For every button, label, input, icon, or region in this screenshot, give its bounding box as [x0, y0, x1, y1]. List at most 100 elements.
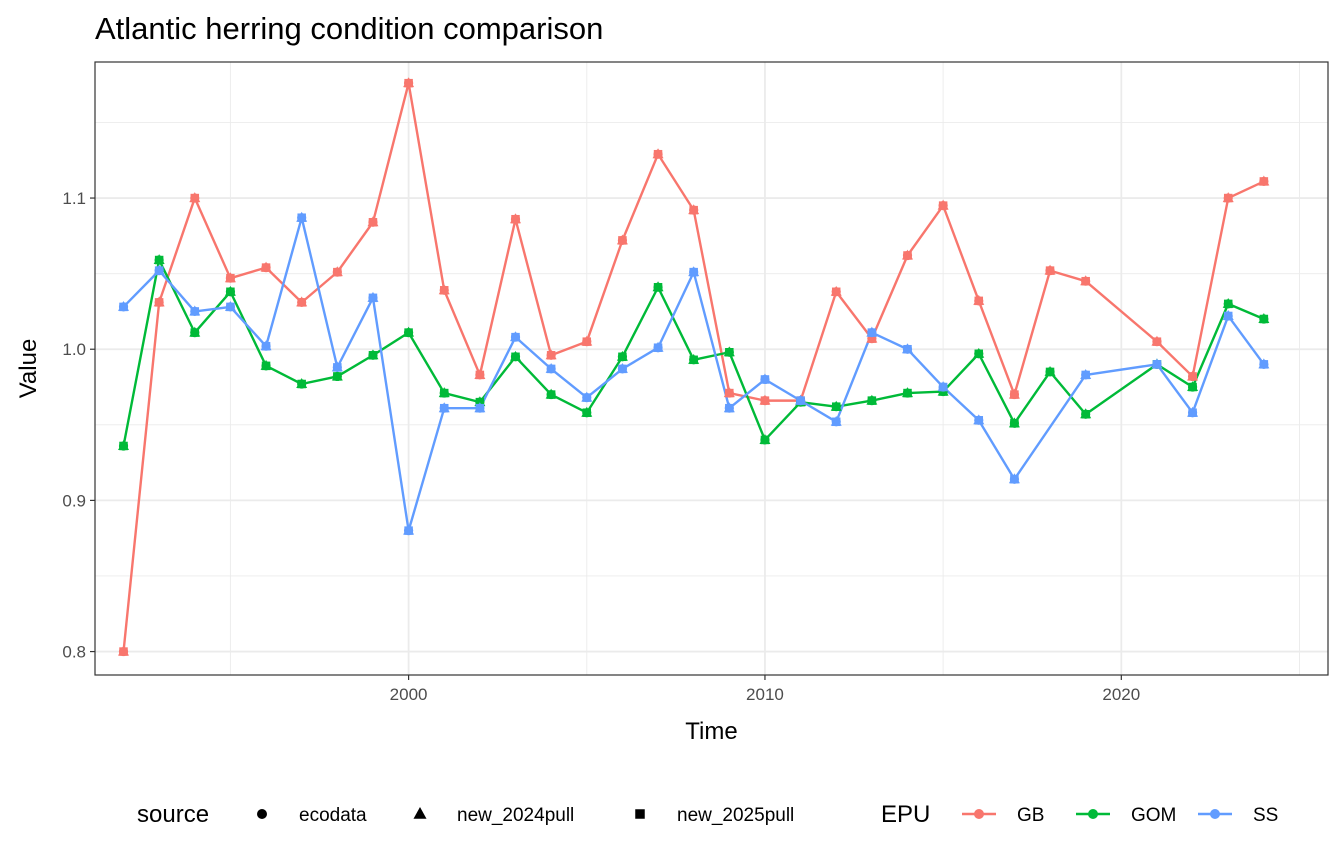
legend-label-ecodata: ecodata: [299, 805, 367, 826]
data-point-gom: [1222, 297, 1234, 309]
point-new-2025pull-marker: [725, 403, 734, 413]
data-point-gb: [510, 213, 522, 224]
point-new-2025pull-marker: [119, 302, 128, 312]
point-new-2025pull-marker: [903, 344, 912, 354]
legend-label-gb: GB: [1017, 805, 1044, 826]
data-point-gom: [723, 346, 735, 357]
point-new-2025pull-marker: [297, 213, 306, 222]
point-new-2025pull-marker: [689, 267, 698, 277]
point-new-2025pull-marker: [582, 337, 592, 346]
data-point-gb: [118, 645, 130, 657]
point-new-2025pull-marker: [689, 355, 698, 365]
y-tick-label: 0.9: [62, 491, 86, 510]
data-point-gom: [830, 400, 842, 412]
data-point-ss: [1008, 473, 1020, 484]
data-point-ss: [795, 394, 807, 406]
color-legend-title: EPU: [881, 801, 930, 828]
data-point-gom: [510, 350, 522, 362]
legend-key-point-ss: [1210, 809, 1220, 819]
data-point-gb: [1080, 275, 1092, 286]
point-new-2025pull-marker: [261, 263, 271, 272]
series-line-ss: [122, 216, 1265, 532]
point-new-2025pull-marker: [297, 298, 306, 307]
point-new-2025pull-marker: [1188, 408, 1197, 417]
data-point-gom: [153, 254, 165, 265]
data-point-gom: [866, 394, 878, 406]
data-point-gom: [1008, 417, 1020, 428]
data-point-gom: [224, 285, 236, 297]
point-new-2025pull-marker: [831, 402, 841, 411]
data-point-gom: [118, 440, 130, 451]
data-point-gb: [474, 368, 486, 380]
y-tick-label: 1.1: [62, 189, 86, 208]
chart-title: Atlantic herring condition comparison: [95, 11, 603, 46]
data-point-ss: [224, 300, 236, 312]
point-new-2025pull-marker: [190, 193, 200, 203]
data-point-ss: [474, 402, 486, 413]
point-new-2025pull-marker: [1188, 372, 1197, 381]
series-line-gb: [122, 81, 1265, 652]
point-new-2025pull-marker: [653, 149, 663, 159]
data-point-ss: [438, 402, 450, 413]
point-new-2025pull-marker: [190, 328, 200, 337]
data-point-gb: [1008, 388, 1020, 400]
data-point-ss: [331, 361, 343, 372]
point-new-2025pull-marker: [190, 307, 200, 316]
legend-key-new-2024pull: [413, 806, 427, 819]
point-new-2025pull-marker: [1081, 370, 1090, 380]
data-point-gb: [260, 261, 272, 273]
point-new-2025pull-marker: [760, 396, 770, 405]
legend-label-ss: SS: [1253, 805, 1278, 826]
point-new-2025pull-marker: [903, 388, 912, 398]
point-new-2025pull-marker: [974, 349, 984, 359]
point-new-2025pull-marker: [1081, 409, 1090, 419]
data-point-gom: [189, 326, 201, 338]
data-point-ss: [1151, 358, 1163, 369]
y-axis-title: Value: [15, 339, 42, 399]
data-point-ss: [652, 341, 664, 353]
data-point-ss: [403, 524, 415, 536]
data-point-gom: [581, 406, 593, 418]
data-point-ss: [616, 362, 628, 374]
data-point-gom: [1258, 313, 1270, 324]
x-axis: 2000 2010 2020: [390, 675, 1140, 704]
point-new-2025pull-marker: [1152, 360, 1162, 369]
point-new-2025pull-marker: [475, 397, 485, 407]
data-point-ss: [260, 340, 272, 351]
point-new-2025pull-marker: [903, 251, 912, 260]
data-point-gb: [545, 349, 557, 360]
legend-key-point-gom: [1088, 809, 1098, 819]
point-new-2025pull-marker: [831, 417, 841, 427]
point-new-2025pull-marker: [475, 403, 485, 413]
data-point-gb: [403, 77, 415, 88]
data-point-gom: [296, 378, 308, 389]
point-new-2025pull-marker: [1223, 311, 1233, 321]
legend-label-new-2025pull: new_2025pull: [677, 805, 794, 826]
data-point-gom: [438, 387, 450, 398]
point-new-2025pull-marker: [582, 408, 592, 417]
point-new-2025pull-marker: [1081, 276, 1090, 286]
data-point-gom: [652, 281, 664, 292]
point-new-2025pull-marker: [226, 287, 235, 297]
data-point-gb: [581, 335, 593, 347]
point-new-2025pull-marker: [725, 347, 734, 357]
point-new-2025pull-marker: [368, 351, 378, 360]
data-point-gb: [937, 199, 949, 211]
point-new-2025pull-marker: [226, 302, 235, 312]
data-point-gom: [759, 433, 771, 445]
data-point-ss: [1080, 368, 1092, 380]
point-new-2025pull-marker: [1010, 390, 1019, 399]
point-new-2025pull-marker: [119, 647, 128, 656]
data-point-gom: [688, 353, 700, 365]
point-new-2025pull-marker: [475, 370, 485, 380]
data-point-gb: [296, 296, 308, 307]
data-point-gom: [1187, 381, 1199, 392]
point-new-2025pull-marker: [653, 282, 663, 292]
data-point-gom: [616, 350, 628, 362]
data-point-ss: [1187, 406, 1199, 418]
point-new-2025pull-marker: [1010, 419, 1019, 428]
legend-label-gom: GOM: [1131, 805, 1176, 826]
point-new-2025pull-marker: [1152, 337, 1162, 346]
point-new-2025pull-marker: [1045, 367, 1055, 377]
